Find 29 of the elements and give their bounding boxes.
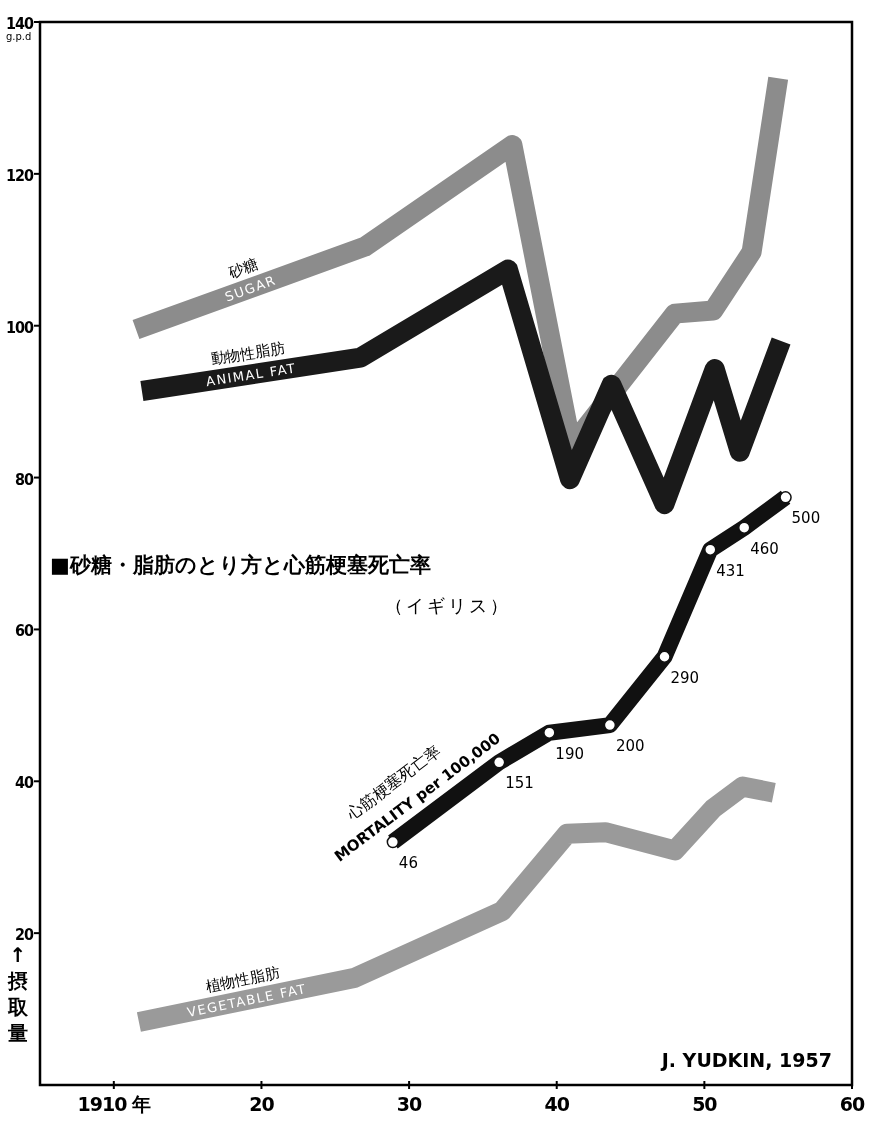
x-tick-label: 1910 年 (77, 1093, 152, 1115)
data-label: 200 (615, 737, 645, 756)
data-label: 431 (716, 561, 745, 580)
text: g.p.d (6, 31, 32, 42)
point (603, 718, 617, 732)
text: （イギリス） (385, 595, 511, 616)
point (737, 521, 751, 534)
y-tick-label: 100 (5, 317, 34, 337)
text: ■砂糖・脂肪のとり方と心筋梗塞死亡率 (50, 553, 431, 577)
point (779, 491, 792, 504)
x-tick-label: 30 (396, 1093, 423, 1115)
data-label: 500 (791, 509, 821, 528)
data-label: 290 (670, 668, 700, 687)
x-tick-label: 20 (249, 1093, 275, 1115)
data-label: 460 (750, 539, 779, 558)
data-label: 151 (505, 774, 534, 793)
y-tick-label: 60 (14, 621, 34, 641)
data-label: 190 (555, 744, 584, 763)
x-tick-label: 40 (544, 1093, 570, 1115)
x-tick-label: 50 (692, 1093, 718, 1115)
y-axis-title: ↑摂取量 (7, 943, 29, 1045)
y-tick-label: 20 (14, 925, 34, 945)
y-tick-label: 120 (5, 165, 34, 185)
annotation: J. YUDKIN, 1957 (659, 1049, 832, 1071)
point (658, 650, 671, 664)
x-tick-label: 60 (839, 1093, 865, 1115)
y-tick-label: 80 (14, 469, 34, 489)
y-tick-label: 140 (5, 14, 34, 33)
y-tick-label: 40 (14, 773, 34, 793)
